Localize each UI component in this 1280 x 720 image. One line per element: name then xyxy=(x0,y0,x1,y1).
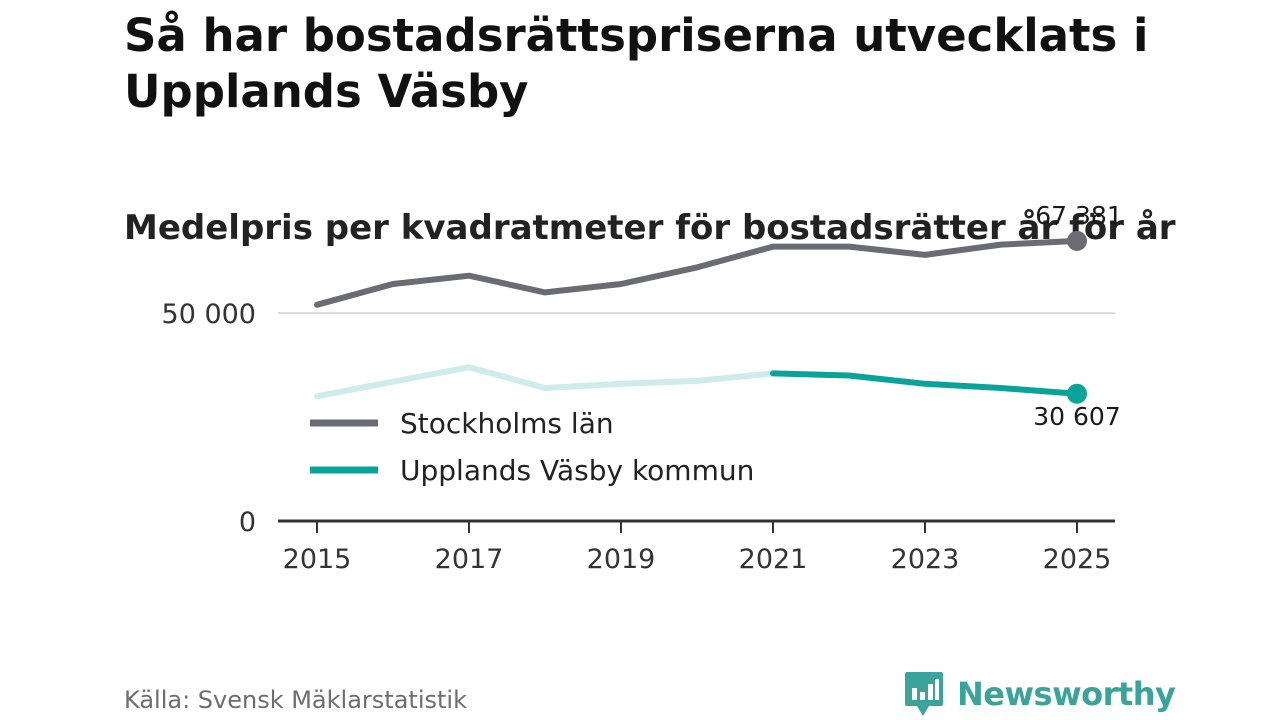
x-tick-label: 2015 xyxy=(283,544,352,575)
x-tick-label: 2023 xyxy=(891,544,960,575)
legend-item-label: Stockholms län xyxy=(400,407,614,440)
x-tick-label: 2021 xyxy=(739,544,808,575)
end-marker-stockholm xyxy=(1067,230,1087,251)
series-line-vasby-faded xyxy=(314,364,776,400)
x-tick-label: 2019 xyxy=(587,544,656,575)
source-note: Källa: Svensk Mäklarstatistik xyxy=(124,686,467,714)
chart-title: Så har bostadsrättspriserna utvecklats i… xyxy=(124,9,1149,118)
end-marker-vasby xyxy=(1067,383,1087,404)
chart-subtitle: Medelpris per kvadratmeter för bostadsrä… xyxy=(124,208,1176,248)
y-tick-label: 0 xyxy=(239,507,256,538)
end-label-stockholm: 67 381 xyxy=(1035,201,1122,230)
brand-name: Newsworthy xyxy=(957,675,1176,713)
y-tick-label: 50 000 xyxy=(162,299,256,330)
series-line-vasby xyxy=(770,370,1080,397)
x-tick-label: 2025 xyxy=(1043,544,1112,575)
newsworthy-logo-icon xyxy=(905,672,943,716)
end-label-vasby: 30 607 xyxy=(1033,402,1120,431)
x-tick-label: 2017 xyxy=(435,544,504,575)
legend-item-label: Upplands Väsby kommun xyxy=(400,454,754,487)
series-line-stockholm xyxy=(314,237,1080,308)
brand-logo[interactable]: Newsworthy xyxy=(903,670,1176,718)
